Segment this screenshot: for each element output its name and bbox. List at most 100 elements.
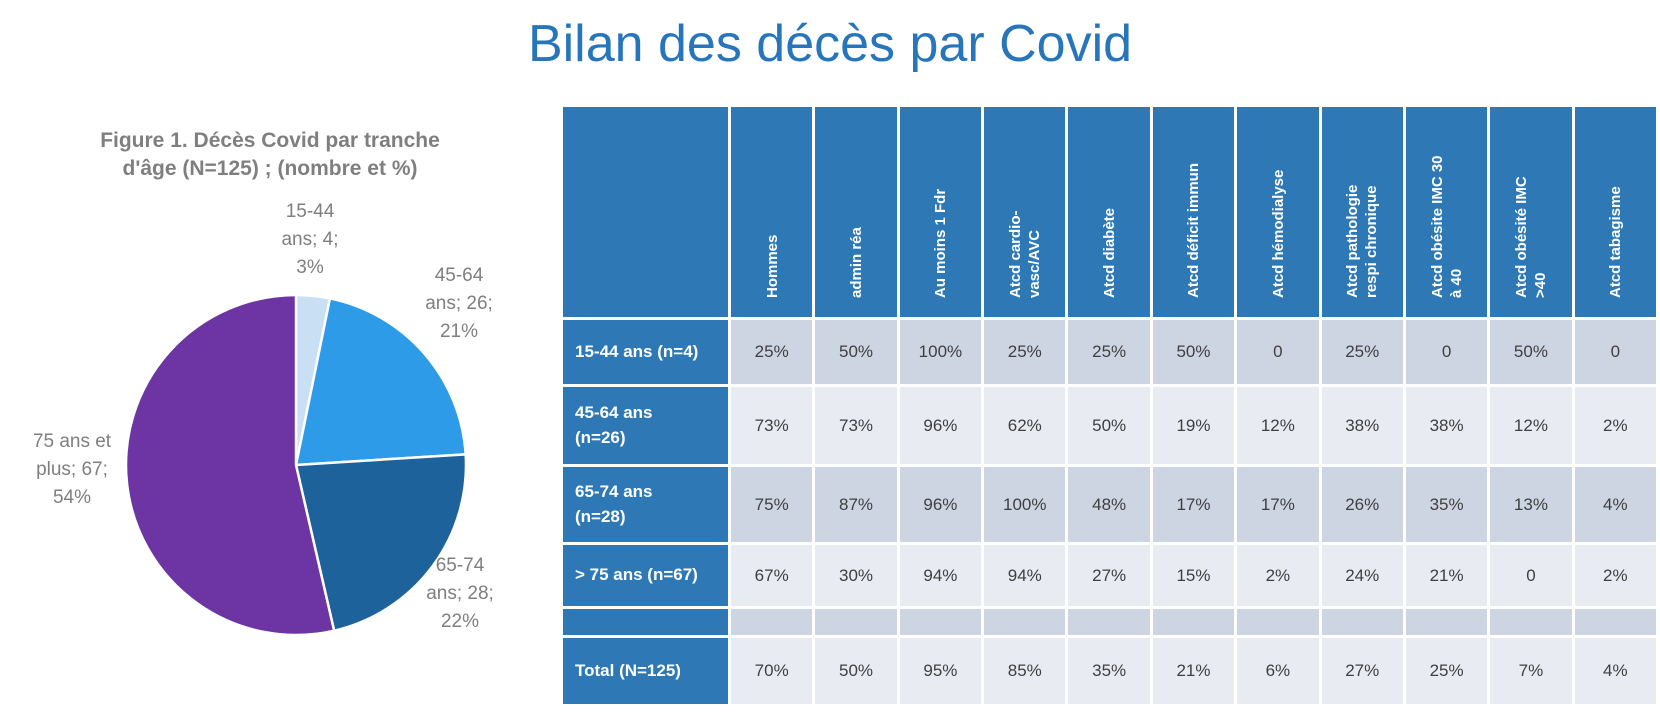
value-cell: 25%: [1405, 638, 1488, 704]
value-cell: 12%: [1490, 387, 1572, 464]
value-cell: 2%: [1574, 387, 1656, 464]
pie-slice-75-ans-et-plus: [124, 293, 336, 637]
column-header-cell: Atcd hémodialyse: [1237, 107, 1319, 317]
value-cell: [1405, 609, 1488, 635]
value-cell: 0: [1490, 545, 1572, 606]
value-cell: 38%: [1321, 387, 1403, 464]
value-cell: [1490, 609, 1572, 635]
value-cell: 50%: [1490, 320, 1572, 384]
value-cell: 96%: [899, 387, 982, 464]
page-title: Bilan des décès par Covid: [527, 15, 1133, 73]
column-header-label: Atcd déficit immun: [1184, 162, 1202, 298]
row-label-cell: 15-44 ans (n=4): [563, 320, 728, 384]
column-header-label: admin réa: [847, 227, 865, 298]
value-cell: 70%: [731, 638, 813, 704]
table-corner-cell: [563, 107, 728, 317]
row-label-cell: Total (N=125): [563, 638, 728, 704]
value-cell: 12%: [1237, 387, 1319, 464]
value-cell: [731, 609, 813, 635]
row-label-cell: [563, 609, 728, 635]
pie-slice-65-74-ans: [294, 453, 468, 632]
value-cell: 7%: [1490, 638, 1572, 704]
value-cell: 100%: [984, 467, 1066, 542]
value-cell: 67%: [731, 545, 813, 606]
column-header-cell: Atcd cardio- vasc/AVC: [984, 107, 1066, 317]
row-label-cell: > 75 ans (n=67): [563, 545, 728, 606]
value-cell: 4%: [1574, 638, 1656, 704]
value-cell: [1068, 609, 1150, 635]
column-header-label: Atcd diabète: [1100, 207, 1118, 298]
column-header-cell: Atcd obésite IMC 30 à 40: [1405, 107, 1488, 317]
value-cell: 27%: [1321, 638, 1403, 704]
value-cell: 24%: [1321, 545, 1403, 606]
row-label-cell: 45-64 ans (n=26): [563, 387, 728, 464]
value-cell: [1574, 609, 1656, 635]
value-cell: [1152, 609, 1235, 635]
value-cell: 21%: [1405, 545, 1488, 606]
column-header-label: Hommes: [763, 234, 781, 298]
column-header-label: Atcd obésite IMC 30 à 40: [1428, 155, 1465, 298]
value-cell: 17%: [1152, 467, 1235, 542]
value-cell: 30%: [815, 545, 897, 606]
value-cell: 15%: [1152, 545, 1235, 606]
value-cell: 73%: [731, 387, 813, 464]
value-cell: 85%: [984, 638, 1066, 704]
pie-label-15-44-ans: 15-44 ans; 4; 3%: [281, 201, 339, 278]
value-cell: 50%: [815, 320, 897, 384]
column-header-label: Atcd tabagisme: [1606, 186, 1624, 298]
value-cell: 25%: [984, 320, 1066, 384]
figure-title: Figure 1. Décès Covid par tranche d'âge …: [100, 129, 440, 180]
value-cell: 94%: [984, 545, 1066, 606]
value-cell: 21%: [1152, 638, 1235, 704]
value-cell: 27%: [1068, 545, 1150, 606]
value-cell: 50%: [1152, 320, 1235, 384]
pie-figure: Figure 1. Décès Covid par tranche d'âge …: [0, 117, 560, 717]
column-header-cell: Atcd tabagisme: [1574, 107, 1656, 317]
column-header-cell: Atcd déficit immun: [1152, 107, 1235, 317]
value-cell: 95%: [899, 638, 982, 704]
value-cell: 2%: [1237, 545, 1319, 606]
row-label-cell: 65-74 ans (n=28): [563, 467, 728, 542]
column-header-label: Atcd hémodialyse: [1269, 169, 1287, 298]
column-header-cell: Atcd pathologie respi chronique: [1321, 107, 1403, 317]
column-header-cell: Atcd obésité IMC >40: [1490, 107, 1572, 317]
column-header-label: Atcd pathologie respi chronique: [1344, 184, 1381, 298]
value-cell: 25%: [1068, 320, 1150, 384]
value-cell: 4%: [1574, 467, 1656, 542]
column-header-label: Atcd obésité IMC >40: [1512, 176, 1549, 298]
value-cell: [1321, 609, 1403, 635]
value-cell: 100%: [899, 320, 982, 384]
value-cell: 17%: [1237, 467, 1319, 542]
column-header-cell: Au moins 1 Fdr: [899, 107, 982, 317]
value-cell: 19%: [1152, 387, 1235, 464]
value-cell: 50%: [815, 638, 897, 704]
value-cell: 6%: [1237, 638, 1319, 704]
column-header-label: Atcd cardio- vasc/AVC: [1006, 210, 1043, 298]
value-cell: 73%: [815, 387, 897, 464]
column-header-cell: Hommes: [731, 107, 813, 317]
value-cell: 62%: [984, 387, 1066, 464]
value-cell: 35%: [1068, 638, 1150, 704]
column-header-cell: admin réa: [815, 107, 897, 317]
pie-label-45-64-ans: 45-64 ans; 26; 21%: [425, 265, 493, 342]
value-cell: 35%: [1405, 467, 1488, 542]
pie-label-65-74-ans: 65-74 ans; 28; 22%: [426, 555, 494, 632]
column-header-label: Au moins 1 Fdr: [931, 188, 949, 298]
value-cell: [899, 609, 982, 635]
value-cell: 94%: [899, 545, 982, 606]
value-cell: 96%: [899, 467, 982, 542]
value-cell: 0: [1405, 320, 1488, 384]
value-cell: 0: [1574, 320, 1656, 384]
value-cell: 2%: [1574, 545, 1656, 606]
pie-slice-45-64-ans: [294, 297, 467, 467]
value-cell: 26%: [1321, 467, 1403, 542]
value-cell: [1237, 609, 1319, 635]
value-cell: [984, 609, 1066, 635]
value-cell: 87%: [815, 467, 897, 542]
value-cell: 48%: [1068, 467, 1150, 542]
value-cell: 13%: [1490, 467, 1572, 542]
pie-label-75-ans-et-plus: 75 ans et plus; 67; 54%: [32, 431, 112, 508]
value-cell: 25%: [731, 320, 813, 384]
value-cell: 38%: [1405, 387, 1488, 464]
